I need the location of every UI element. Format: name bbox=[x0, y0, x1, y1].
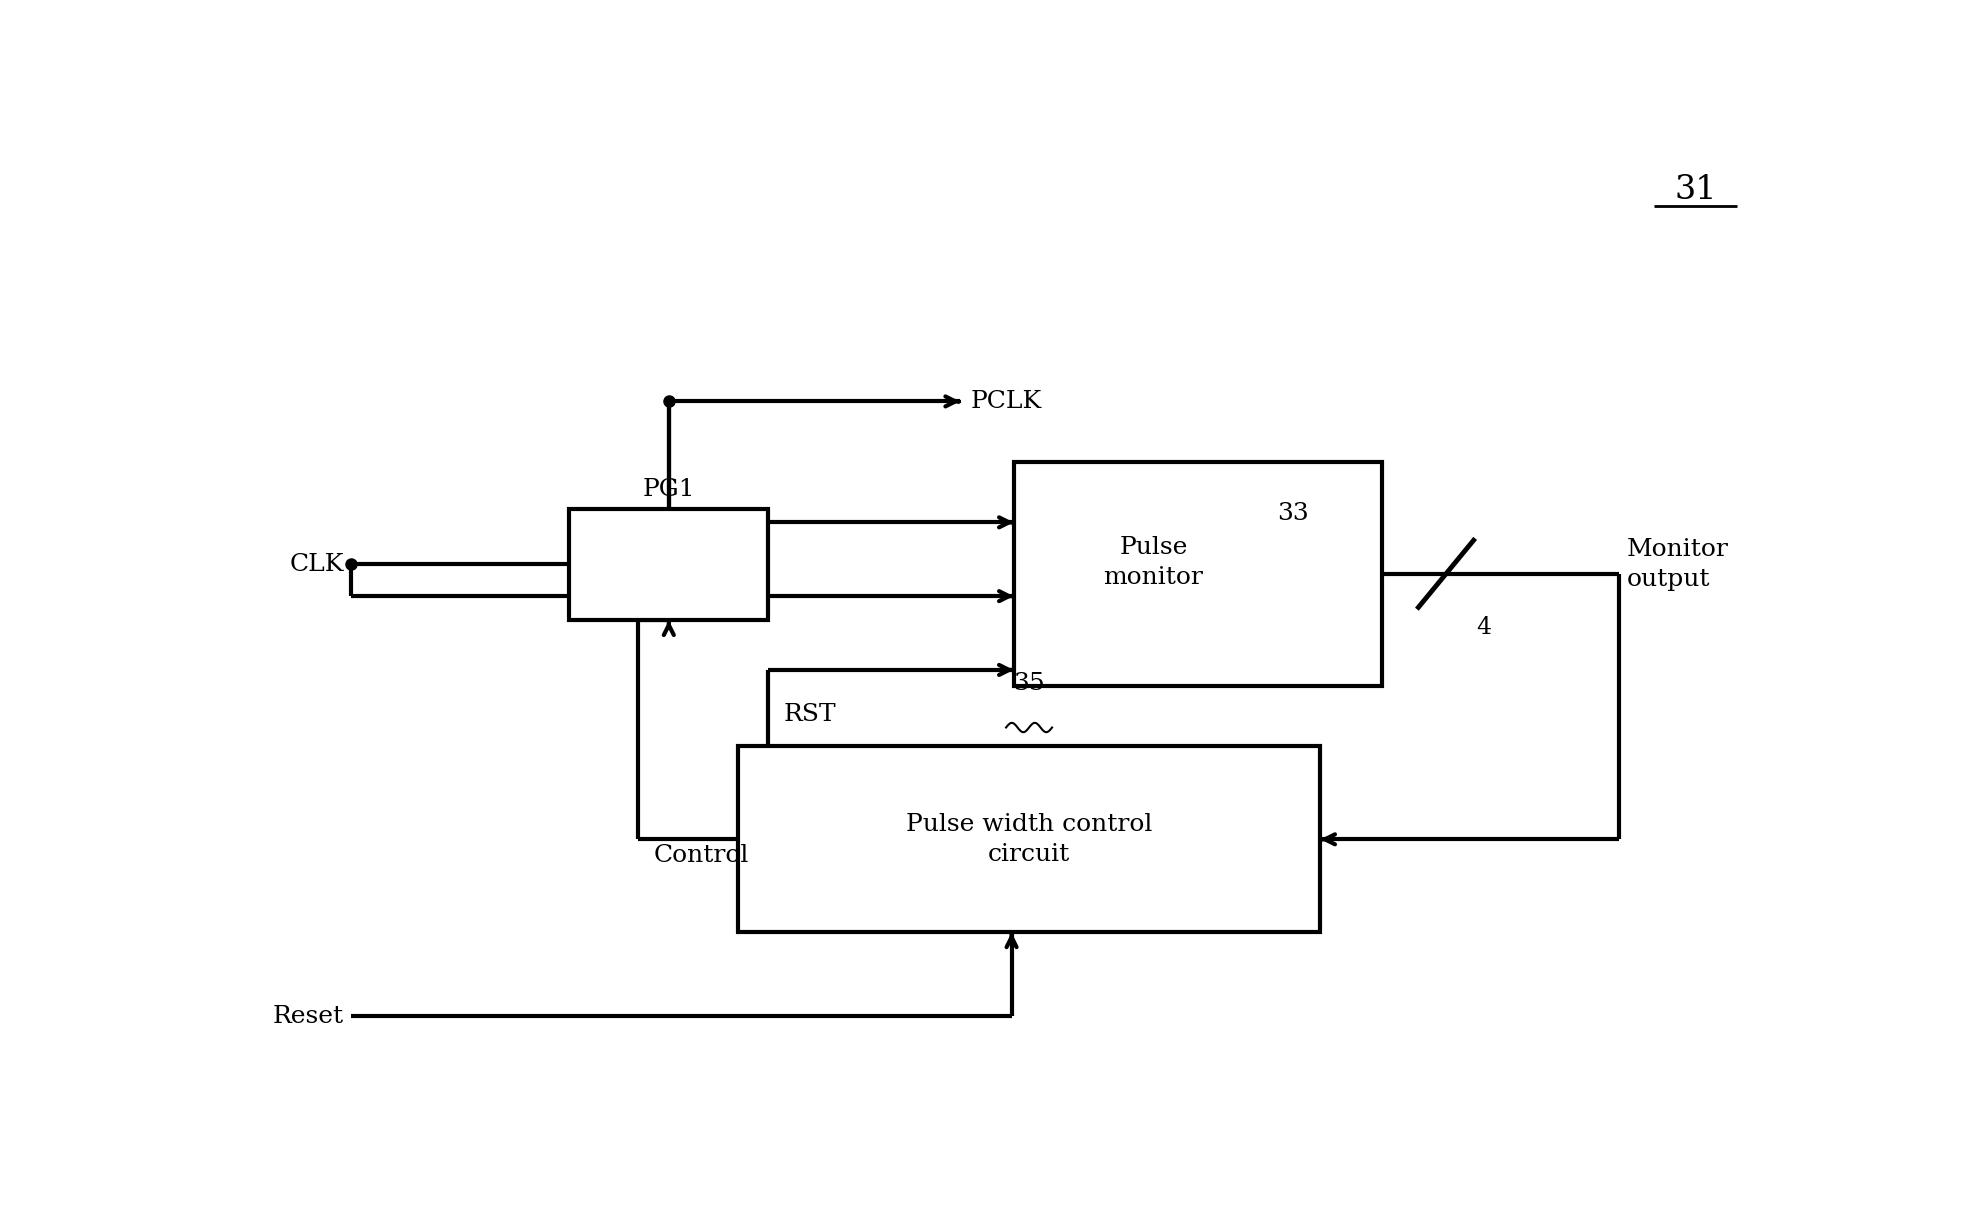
Text: 35: 35 bbox=[1013, 672, 1044, 695]
Text: PCLK: PCLK bbox=[971, 390, 1042, 413]
Text: 4: 4 bbox=[1478, 616, 1491, 639]
Text: RST: RST bbox=[783, 703, 837, 726]
Text: 33: 33 bbox=[1278, 502, 1309, 525]
Text: PG1: PG1 bbox=[643, 478, 694, 501]
Text: CLK: CLK bbox=[289, 553, 344, 576]
Text: 31: 31 bbox=[1675, 174, 1717, 206]
Text: Pulse width control
circuit: Pulse width control circuit bbox=[906, 813, 1153, 866]
Text: Pulse
monitor: Pulse monitor bbox=[1104, 536, 1203, 589]
Bar bbox=[738, 747, 1321, 933]
Text: Control: Control bbox=[653, 845, 750, 868]
Bar bbox=[1015, 462, 1381, 686]
Text: Reset: Reset bbox=[273, 1004, 344, 1027]
Text: Monitor
output: Monitor output bbox=[1626, 538, 1729, 590]
Bar bbox=[570, 508, 767, 621]
